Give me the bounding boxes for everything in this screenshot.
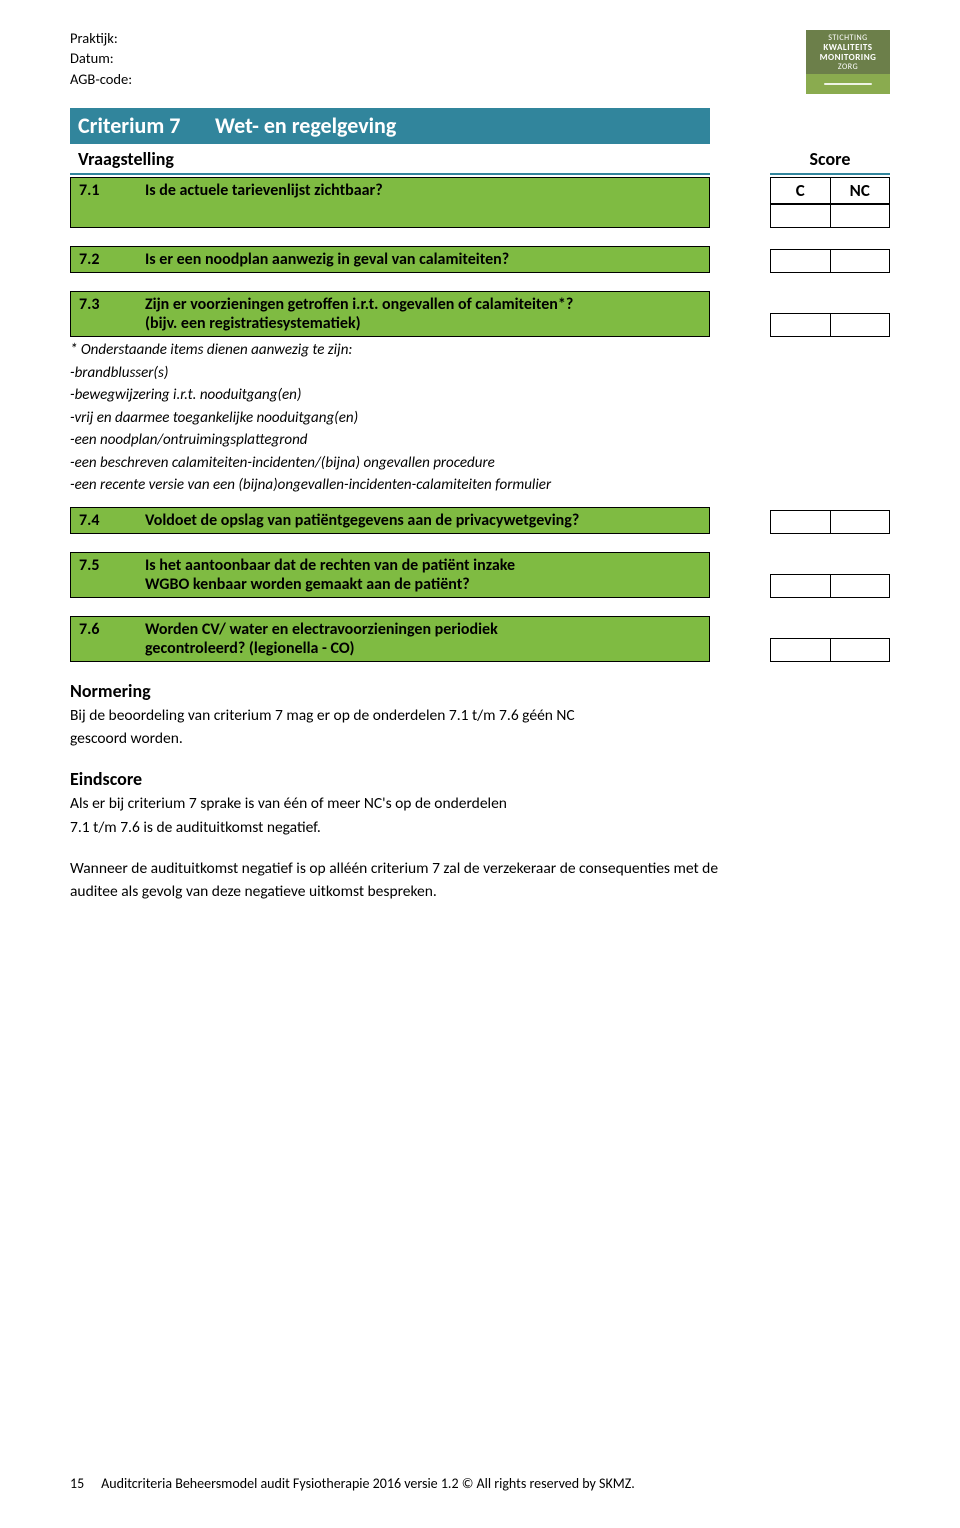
q-text: Is de actuele tarievenlijst zichtbaar? bbox=[145, 181, 701, 224]
normering-p1: Bij de beoordeling van criterium 7 mag e… bbox=[70, 704, 890, 727]
col-nc: NC bbox=[831, 178, 890, 203]
score-box-7-1[interactable] bbox=[770, 204, 890, 228]
note-block-7-3: * Onderstaande items dienen aanwezig te … bbox=[70, 339, 890, 497]
q-num: 7.3 bbox=[79, 295, 145, 314]
score-box-7-4[interactable] bbox=[770, 510, 890, 534]
note-l2: -bewegwijzering i.r.t. nooduitgang(en) bbox=[70, 384, 890, 407]
q-text-line2b: (legionella - CO) bbox=[249, 639, 355, 658]
question-7-2: 7.2 Is er een noodplan aanwezig in geval… bbox=[70, 246, 710, 273]
header-labels: Praktijk: Datum: AGB-code: bbox=[70, 28, 132, 89]
note-l3: -vrij en daarmee toegankelijke nooduitga… bbox=[70, 407, 890, 430]
eindscore-p2: 7.1 t/m 7.6 is de audituitkomst negatief… bbox=[70, 816, 890, 839]
note-l1: -brandblusser(s) bbox=[70, 362, 890, 385]
col-c: C bbox=[771, 178, 831, 203]
question-7-4: 7.4 Voldoet de opslag van patiëntgegeven… bbox=[70, 507, 710, 534]
score-box-7-3[interactable] bbox=[770, 313, 890, 337]
score-label: Score bbox=[770, 146, 890, 175]
header-agb: AGB-code: bbox=[70, 69, 132, 89]
q-text-line2a: gecontroleerd? bbox=[145, 639, 245, 658]
eindscore-p3: Wanneer de audituitkomst negatief is op … bbox=[70, 857, 890, 880]
score-header-c-nc: C NC bbox=[770, 177, 890, 204]
q-text-line2: WGBO kenbaar worden gemaakt aan de patië… bbox=[79, 575, 701, 594]
logo-line4: ZORG bbox=[810, 63, 886, 72]
q-num: 7.6 bbox=[79, 620, 145, 639]
note-l5: -een beschreven calamiteiten-incidenten/… bbox=[70, 452, 890, 475]
footer-text: Auditcriteria Beheersmodel audit Fysioth… bbox=[101, 1475, 635, 1492]
question-7-1: 7.1 Is de actuele tarievenlijst zichtbaa… bbox=[70, 177, 710, 228]
q-text-line1: Worden CV/ water en electravoorzieningen… bbox=[145, 620, 701, 639]
normering-text: Bij de beoordeling van criterium 7 mag e… bbox=[70, 704, 890, 751]
question-7-3: 7.3 Zijn er voorzieningen getroffen i.r.… bbox=[70, 291, 710, 337]
skmz-logo: STICHTING KWALITEITS MONITORING ZORG bbox=[806, 30, 890, 94]
q-num: 7.4 bbox=[79, 511, 145, 530]
eindscore-heading: Eindscore bbox=[70, 768, 890, 790]
note-l6: -een recente versie van een (bijna)ongev… bbox=[70, 474, 890, 497]
score-box-7-5[interactable] bbox=[770, 574, 890, 598]
q-text: Is er een noodplan aanwezig in geval van… bbox=[145, 250, 701, 269]
header-datum: Datum: bbox=[70, 48, 132, 68]
header-praktijk: Praktijk: bbox=[70, 28, 132, 48]
normering-p2: gescoord worden. bbox=[70, 727, 890, 750]
eindscore-p1: Als er bij criterium 7 sprake is van één… bbox=[70, 792, 890, 815]
note-l0: * Onderstaande items dienen aanwezig te … bbox=[70, 339, 890, 362]
page-number: 15 bbox=[70, 1475, 98, 1492]
eindscore-text: Als er bij criterium 7 sprake is van één… bbox=[70, 792, 890, 903]
q-text-line1: Zijn er voorzieningen getroffen i.r.t. o… bbox=[145, 295, 701, 314]
q-num: 7.5 bbox=[79, 556, 145, 575]
q-num: 7.1 bbox=[79, 181, 145, 224]
score-heading: Score bbox=[770, 146, 890, 175]
vraagstelling-heading: Vraagstelling bbox=[70, 146, 710, 175]
normering-heading: Normering bbox=[70, 680, 890, 702]
page-header: Praktijk: Datum: AGB-code: STICHTING KWA… bbox=[70, 28, 890, 94]
question-7-6: 7.6 Worden CV/ water en electravoorzieni… bbox=[70, 616, 710, 662]
question-7-5: 7.5 Is het aantoonbaar dat de rechten va… bbox=[70, 552, 710, 598]
criterium-num: Criterium 7 bbox=[78, 112, 210, 139]
score-box-7-6[interactable] bbox=[770, 638, 890, 662]
q-num: 7.2 bbox=[79, 250, 145, 269]
q-text-line1: Is het aantoonbaar dat de rechten van de… bbox=[145, 556, 701, 575]
q-text: Voldoet de opslag van patiëntgegevens aa… bbox=[145, 511, 701, 530]
note-l4: -een noodplan/ontruimingsplattegrond bbox=[70, 429, 890, 452]
q-text-line2: (bijv. een registratiesystematiek) bbox=[79, 314, 701, 333]
criterium-title: Criterium 7 Wet- en regelgeving bbox=[70, 108, 710, 144]
eindscore-p4: auditee als gevolg van deze negatieve ui… bbox=[70, 880, 890, 903]
score-box-7-2[interactable] bbox=[770, 249, 890, 273]
page-footer: 15 Auditcriteria Beheersmodel audit Fysi… bbox=[70, 1475, 635, 1492]
criterium-text: Wet- en regelgeving bbox=[215, 112, 396, 139]
